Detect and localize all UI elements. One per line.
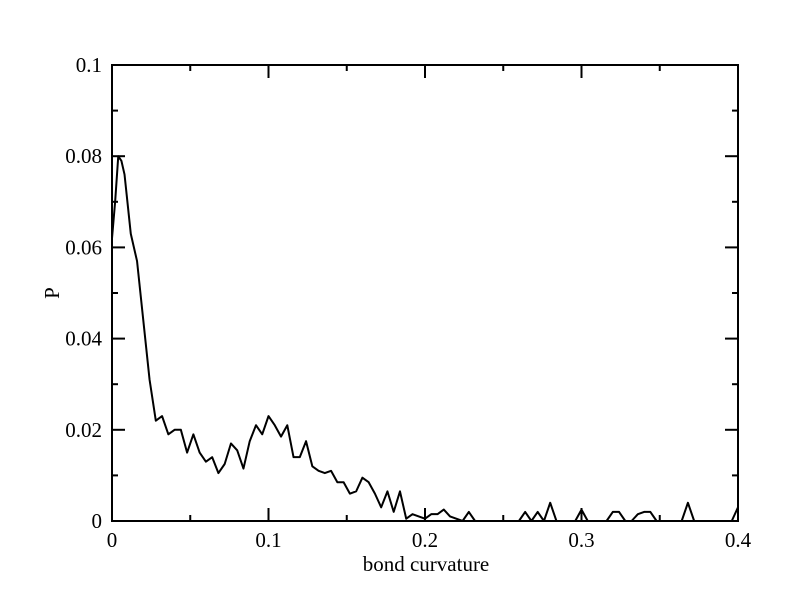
x-tick-label: 0.3 xyxy=(568,528,594,552)
y-tick-label: 0 xyxy=(92,509,103,533)
x-axis-title: bond curvature xyxy=(363,552,490,576)
x-tick-label: 0 xyxy=(107,528,118,552)
plot-frame xyxy=(111,64,739,522)
y-axis-title: P xyxy=(40,287,64,299)
axis-tick-labels: 0 0.1 0.2 0.3 0.4 0 0.02 0.04 0.06 0.08 0.1 xyxy=(65,53,751,552)
y-tick-label: 0.02 xyxy=(65,418,102,442)
series-line xyxy=(111,155,739,522)
y-tick-label: 0.04 xyxy=(65,327,102,351)
y-tick-label: 0.08 xyxy=(65,144,102,168)
axis-ticks xyxy=(111,64,739,522)
x-tick-label: 0.2 xyxy=(412,528,438,552)
y-tick-label: 0.06 xyxy=(65,235,102,259)
x-tick-label: 0.4 xyxy=(725,528,752,552)
x-tick-label: 0.1 xyxy=(255,528,281,552)
data-series xyxy=(111,155,739,522)
y-tick-label: 0.1 xyxy=(76,53,102,77)
